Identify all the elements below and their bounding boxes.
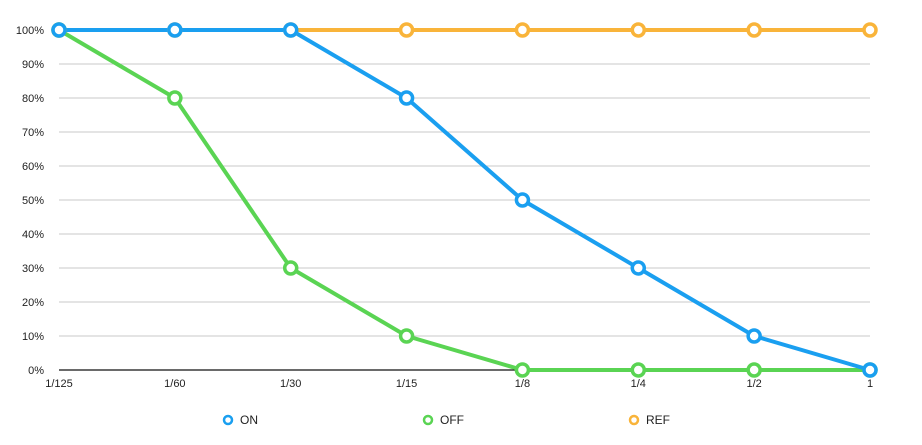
x-tick-label: 1/60 — [164, 378, 185, 390]
data-point-off — [630, 362, 647, 378]
data-point-on — [167, 22, 183, 38]
series-lines — [57, 28, 872, 372]
y-tick-label: 20% — [22, 297, 44, 309]
data-point-off — [398, 328, 415, 344]
y-tick-label: 90% — [22, 59, 44, 71]
x-tick-label: 1/30 — [280, 378, 301, 390]
y-tick-label: 100% — [16, 25, 44, 37]
x-tick-label: 1/15 — [396, 378, 417, 390]
legend-marker — [628, 414, 640, 426]
y-tick-label: 0% — [28, 365, 44, 377]
legend-item-off[interactable]: OFF — [422, 413, 464, 427]
y-tick-label: 70% — [22, 127, 44, 139]
gridlines — [59, 29, 870, 337]
y-tick-label: 50% — [22, 195, 44, 207]
data-point-off — [282, 260, 299, 276]
y-axis: 0% 10% 20% 30% 40% 50% 60% 70% 80% 90% 100% — [16, 25, 44, 377]
data-point-on — [630, 260, 647, 276]
data-point-on — [514, 192, 531, 208]
data-point-off — [514, 362, 531, 378]
y-tick-label: 80% — [22, 93, 44, 105]
x-tick-label: 1/2 — [746, 378, 761, 390]
data-point-on — [398, 90, 415, 106]
y-tick-label: 30% — [22, 263, 44, 275]
y-tick-label: 60% — [22, 161, 44, 173]
data-point-ref — [746, 22, 762, 38]
legend-marker — [422, 414, 434, 426]
data-point-on — [51, 22, 67, 38]
series-line-on — [57, 28, 872, 372]
x-tick-label: 1/4 — [631, 378, 646, 390]
series-line-off — [57, 28, 872, 372]
legend-marker — [222, 414, 234, 426]
data-point-off — [746, 362, 762, 378]
data-point-on — [862, 362, 878, 378]
legend-label: REF — [646, 413, 670, 427]
data-point-ref — [862, 22, 878, 38]
x-axis: 1/125 1/60 1/30 1/15 1/8 1/4 1/2 1 — [45, 369, 873, 390]
legend-label: ON — [240, 413, 258, 427]
x-tick-label: 1 — [867, 378, 873, 390]
x-tick-label: 1/125 — [45, 378, 73, 390]
data-point-ref — [514, 22, 531, 38]
y-tick-label: 10% — [22, 331, 44, 343]
legend-item-ref[interactable]: REF — [628, 413, 670, 427]
y-tick-label: 40% — [22, 229, 44, 241]
legend: ON OFF REF — [222, 413, 670, 427]
legend-item-on[interactable]: ON — [222, 413, 258, 427]
data-point-on — [282, 22, 299, 38]
data-point-ref — [398, 22, 415, 38]
x-tick-label: 1/8 — [515, 378, 530, 390]
legend-label: OFF — [440, 413, 464, 427]
series-points — [51, 22, 878, 378]
data-point-on — [746, 328, 762, 344]
data-point-off — [167, 90, 183, 106]
data-point-ref — [630, 22, 647, 38]
